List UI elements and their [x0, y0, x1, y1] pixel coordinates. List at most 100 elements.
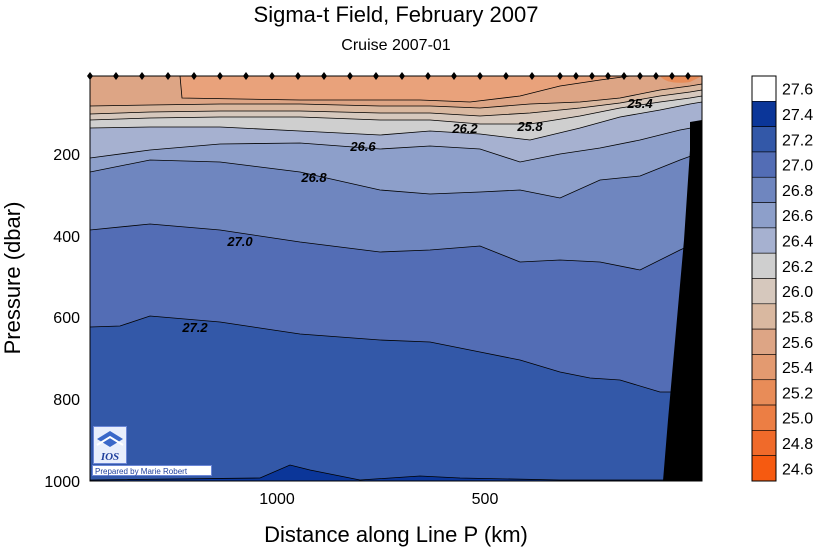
y-tick-label: 600: [53, 310, 80, 327]
contour-label: 25.8: [516, 119, 543, 134]
y-tick-label: 200: [53, 147, 80, 164]
y-tick-label: 400: [53, 229, 80, 246]
station-marker: [139, 72, 145, 80]
y-tick-label: 1000: [44, 474, 80, 491]
logo-credit: Prepared by Marie Robert: [92, 465, 212, 476]
station-marker: [557, 72, 563, 80]
colorbar-swatch: [751, 379, 777, 406]
contour-line: [90, 95, 702, 125]
colorbar-swatch: [751, 455, 777, 482]
station-marker: [503, 72, 509, 80]
station-marker: [653, 72, 659, 80]
colorbar-swatch: [751, 75, 777, 102]
colorbar-swatch: [751, 126, 777, 153]
colorbar-label: 27.2: [782, 132, 813, 149]
contour-labels: 25.4 25.8 26.2 26.6 26.8 27.0 27.2: [181, 96, 653, 335]
colorbar-label: 26.2: [782, 259, 813, 276]
colorbar-label: 27.0: [782, 158, 813, 175]
station-marker: [477, 72, 483, 80]
colorbar-swatch: [751, 328, 777, 355]
contour-line: [179, 76, 631, 103]
contour-label: 27.2: [181, 320, 208, 335]
station-marker: [399, 72, 405, 80]
colorbar-swatch: [751, 101, 777, 127]
station-marker: [347, 72, 353, 80]
colorbar-label: 27.6: [782, 82, 813, 99]
x-tick-label: 1000: [259, 491, 295, 508]
contour-line: [90, 464, 702, 481]
colorbar-swatch: [751, 176, 777, 203]
colorbar-label: 27.4: [782, 107, 813, 124]
y-tick-label: 800: [53, 392, 80, 409]
colorbar: 27.6 27.4 27.2 27.0 26.8 26.6 26.4 26.2 26.0 25.8…: [751, 75, 813, 482]
contour-plot-area: [90, 76, 702, 481]
station-marker: [191, 72, 197, 80]
station-marker: [321, 72, 327, 80]
station-marker: [295, 72, 301, 80]
x-axis-label: Distance along Line P (km): [264, 522, 528, 547]
station-marker: [373, 72, 379, 80]
chart-title: Sigma-t Field, February 2007: [253, 2, 539, 27]
contour-line: [90, 151, 702, 199]
ios-logo-lettering: IOS: [100, 451, 119, 463]
station-marker: [165, 72, 171, 80]
colorbar-label: 24.6: [782, 461, 813, 478]
station-marker: [685, 72, 691, 80]
station-marker: [243, 72, 249, 80]
colorbar-swatch: [751, 202, 777, 229]
colorbar-swatch: [751, 278, 777, 305]
colorbar-label: 25.6: [782, 335, 813, 352]
surface-pocket: [180, 76, 630, 102]
station-marker: [605, 72, 611, 80]
contour-line: [90, 101, 702, 141]
colorbar-swatch: [751, 404, 777, 431]
station-marker: [269, 72, 275, 80]
contour-label: 27.0: [226, 234, 253, 249]
contour-line: [90, 315, 702, 393]
station-marker: [589, 72, 595, 80]
plot-frame: [89, 75, 703, 482]
station-marker: [621, 72, 627, 80]
colorbar-label: 25.4: [782, 360, 813, 377]
station-marker: [425, 72, 431, 80]
colorbar-label: 25.2: [782, 385, 813, 402]
contour-line: [90, 83, 702, 109]
station-marker: [529, 72, 535, 80]
chart-subtitle: Cruise 2007-01: [341, 37, 451, 54]
colorbar-label: 26.4: [782, 234, 813, 251]
station-marker: [669, 72, 675, 80]
colorbar-label: 25.0: [782, 411, 813, 428]
colorbar-label: 24.8: [782, 436, 813, 453]
colorbar-swatch: [751, 227, 777, 254]
contour-line: [90, 89, 702, 117]
y-axis-label: Pressure (dbar): [0, 202, 25, 355]
station-marker: [217, 72, 223, 80]
station-markers: [87, 72, 691, 80]
station-marker: [573, 72, 579, 80]
continental-slope: [663, 120, 702, 481]
colorbar-label: 26.6: [782, 208, 813, 225]
colorbar-label: 26.0: [782, 284, 813, 301]
contour-label: 25.4: [626, 96, 653, 111]
x-tick-label: 500: [472, 491, 499, 508]
colorbar-label: 25.8: [782, 309, 813, 326]
colorbar-swatch: [751, 430, 777, 456]
station-marker: [113, 72, 119, 80]
contour-line: [90, 125, 702, 163]
contour-line: [90, 223, 702, 271]
station-marker: [451, 72, 457, 80]
contour-label: 26.8: [300, 170, 327, 185]
station-marker: [637, 72, 643, 80]
contour-band: [90, 316, 702, 481]
ios-logo: IOS Prepared by Marie Robert: [92, 426, 212, 477]
colorbar-swatch: [751, 252, 777, 279]
contour-label: 26.6: [349, 139, 376, 154]
contour-label: 26.2: [451, 121, 478, 136]
ios-logo-mark: IOS: [93, 426, 127, 464]
axes: 200 400 600 800 1000 1000 500 Distance a…: [0, 147, 528, 547]
colorbar-swatch: [751, 151, 777, 178]
colorbar-swatch: [751, 303, 777, 330]
colorbar-swatch: [751, 354, 777, 381]
station-marker: [87, 72, 93, 80]
